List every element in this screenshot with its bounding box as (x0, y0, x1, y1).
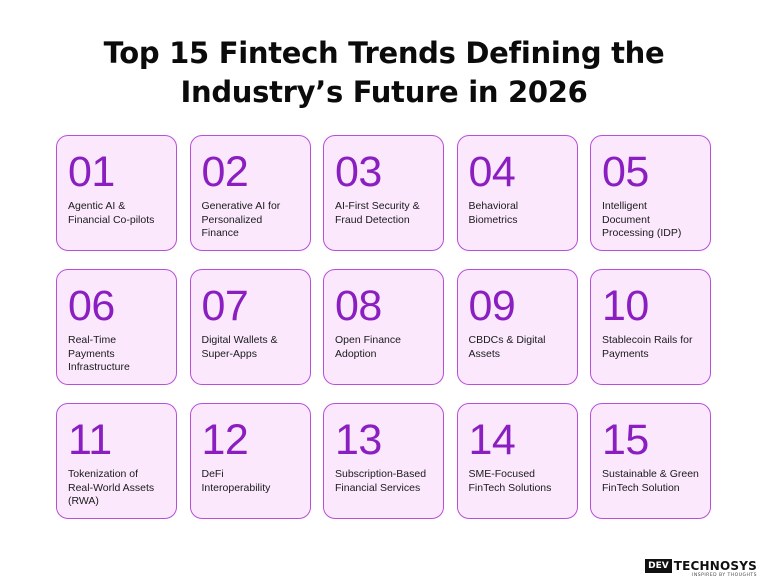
trend-card-01: 01 Agentic AI & Financial Co-pilots (56, 135, 177, 251)
trend-number: 10 (602, 282, 649, 330)
trend-number: 06 (68, 282, 115, 330)
trend-card-14: 14 SME-Focused FinTech Solutions (456, 403, 578, 519)
trend-card-09: 09 CBDCs & Digital Assets (456, 269, 578, 385)
trend-card-03: 03 AI-First Security & Fraud Detection (323, 135, 444, 251)
trend-number: 15 (602, 416, 649, 464)
trend-label: Digital Wallets & Super-Apps (201, 334, 278, 360)
trend-number: 09 (468, 282, 516, 330)
trend-label: Subscription-Based Financial Services (335, 468, 427, 494)
logo-text: TECHNOSYS (673, 559, 757, 573)
title-line-1: Top 15 Fintech Trends Defining the (103, 36, 665, 70)
trend-card-10: 10 Stablecoin Rails for Payments (590, 269, 711, 385)
trend-number: 05 (602, 148, 649, 196)
trend-label: Stablecoin Rails for Payments (602, 334, 693, 360)
trend-label: Sustainable & Green FinTech Solution (602, 468, 699, 494)
trend-number: 13 (335, 416, 382, 464)
trend-card-02: 02 Generative AI for Personalized Financ… (189, 135, 311, 251)
trend-card-08: 08 Open Finance Adoption (323, 269, 444, 385)
trend-card-07: 07 Digital Wallets & Super-Apps (189, 269, 311, 385)
trend-label: Generative AI for Personalized Finance (201, 200, 281, 239)
trend-number: 04 (468, 148, 516, 196)
trend-number: 07 (201, 282, 249, 330)
trend-label: Agentic AI & Financial Co-pilots (68, 200, 155, 226)
trend-label: Intelligent Document Processing (IDP) (602, 200, 682, 239)
logo-box: DEV (645, 559, 672, 573)
trend-card-13: 13 Subscription-Based Financial Services (323, 403, 444, 519)
trends-grid: 01 Agentic AI & Financial Co-pilots 02 G… (56, 135, 712, 519)
trend-card-11: 11 Tokenization of Real-World Assets (RW… (56, 403, 177, 519)
trend-label: Real-Time Payments Infrastructure (68, 334, 130, 373)
trend-number: 01 (68, 148, 115, 196)
trend-number: 03 (335, 148, 382, 196)
trend-card-12: 12 DeFi Interoperability (189, 403, 311, 519)
trend-card-04: 04 Behavioral Biometrics (456, 135, 578, 251)
trend-number: 08 (335, 282, 382, 330)
trend-number: 12 (201, 416, 249, 464)
trend-label: CBDCs & Digital Assets (468, 334, 546, 360)
logo-tagline: INSPIRED BY THOUGHTS (692, 573, 757, 578)
brand-logo: DEV TECHNOSYS INSPIRED BY THOUGHTS (645, 559, 757, 578)
trend-label: Open Finance Adoption (335, 334, 401, 360)
trend-label: Tokenization of Real-World Assets (RWA) (68, 468, 155, 507)
trend-number: 11 (68, 416, 112, 464)
trend-label: SME-Focused FinTech Solutions (468, 468, 552, 494)
trend-number: 02 (201, 148, 249, 196)
trend-number: 14 (468, 416, 516, 464)
title-line-2: Industry’s Future in 2026 (180, 75, 588, 109)
trend-label: DeFi Interoperability (201, 468, 271, 494)
trend-card-15: 15 Sustainable & Green FinTech Solution (590, 403, 711, 519)
trend-label: Behavioral Biometrics (468, 200, 519, 226)
trend-label: AI-First Security & Fraud Detection (335, 200, 420, 226)
trend-card-06: 06 Real-Time Payments Infrastructure (56, 269, 177, 385)
trend-card-05: 05 Intelligent Document Processing (IDP) (590, 135, 711, 251)
page-title: Top 15 Fintech Trends Defining the Indus… (0, 34, 768, 112)
